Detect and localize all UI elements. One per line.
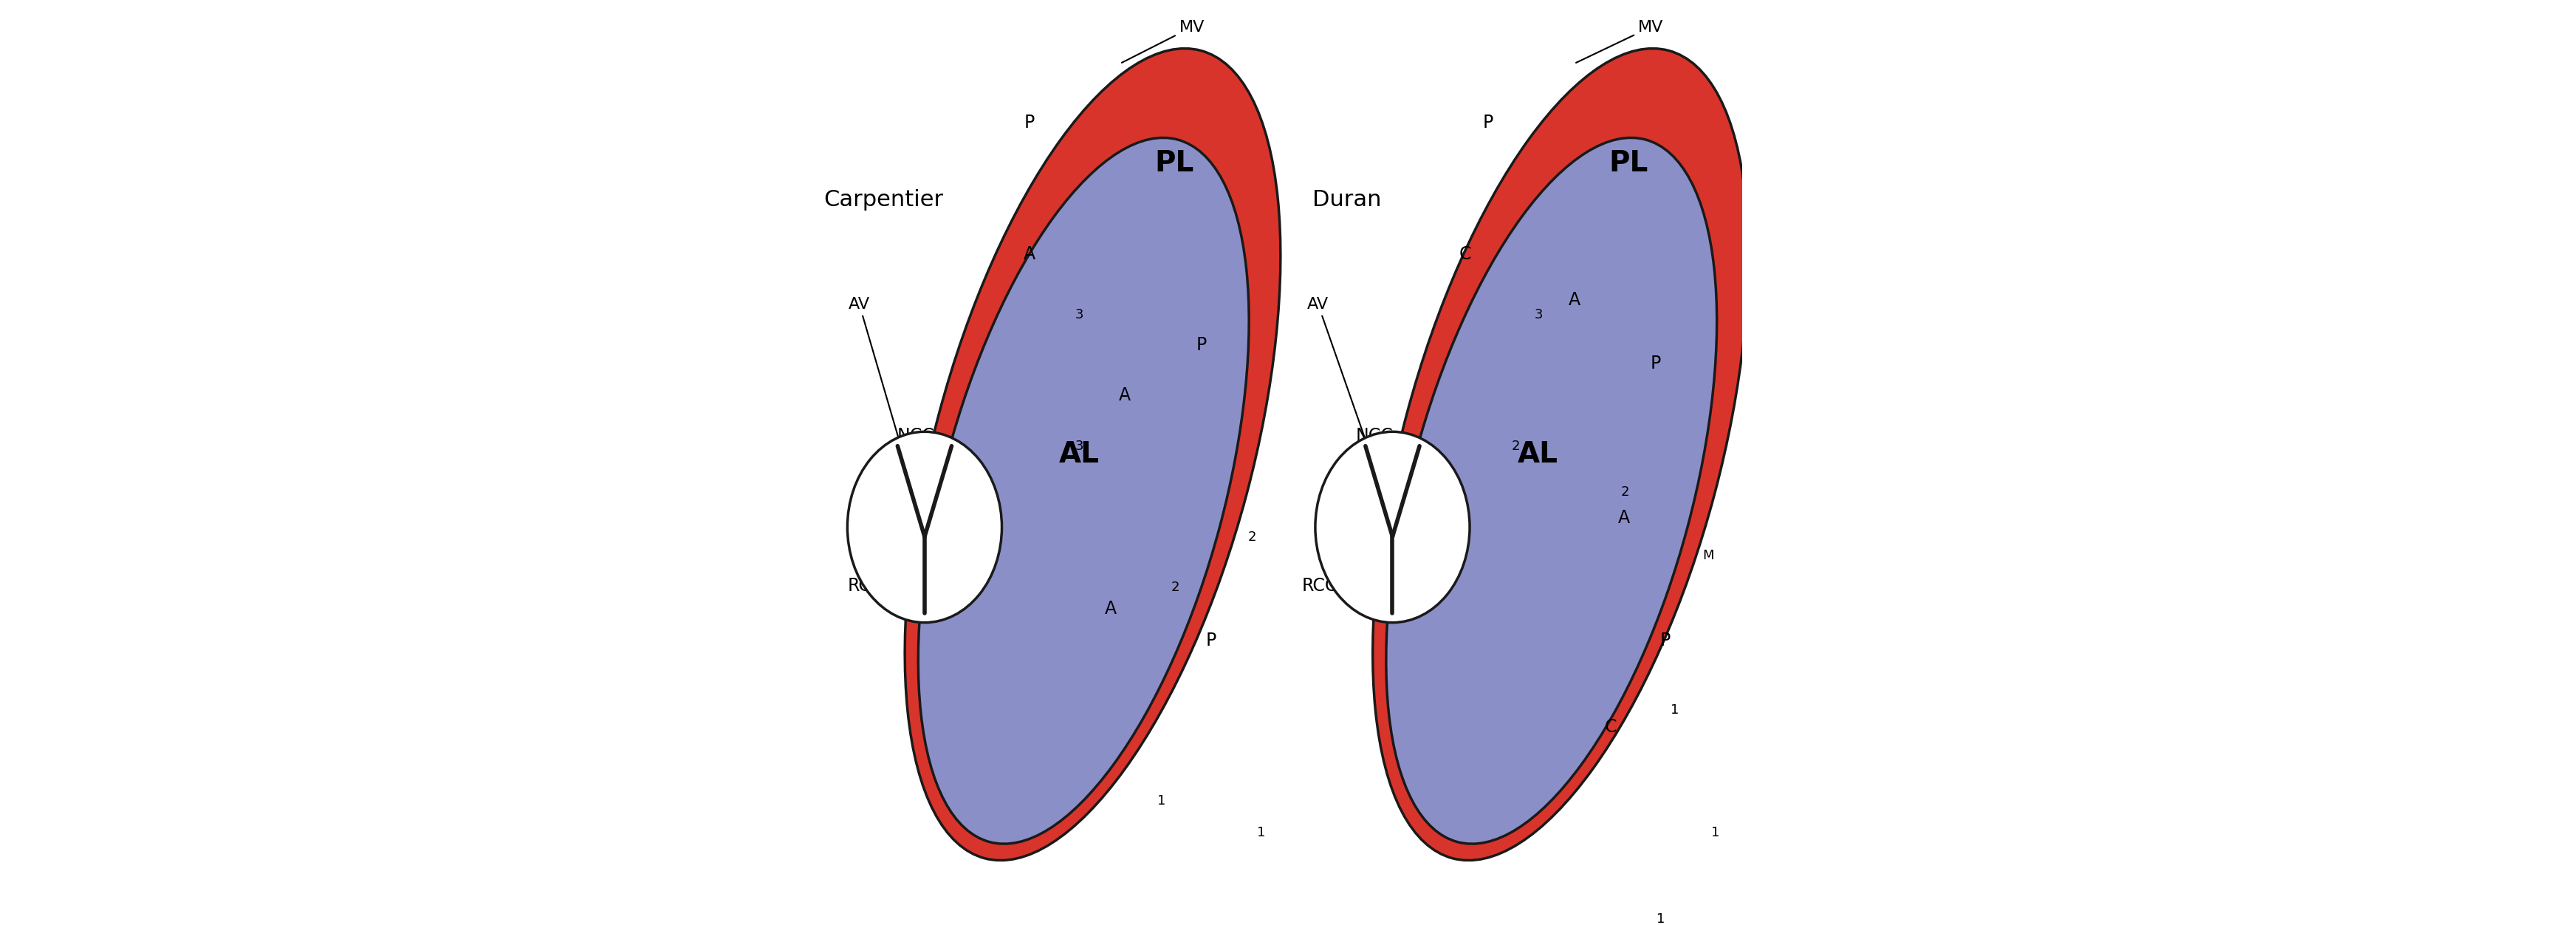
Text: 1: 1 (1710, 826, 1721, 840)
Text: 2: 2 (1512, 440, 1520, 453)
Text: 1: 1 (1669, 703, 1680, 717)
Text: C: C (1458, 246, 1471, 264)
Text: AL: AL (1517, 440, 1558, 468)
Text: MV: MV (1121, 19, 1206, 63)
Text: 3: 3 (1074, 308, 1084, 321)
Text: 1: 1 (1157, 795, 1164, 808)
Text: 3: 3 (1535, 308, 1543, 321)
Text: PL: PL (1154, 150, 1195, 178)
Text: 2: 2 (1247, 531, 1257, 544)
Text: A: A (1569, 291, 1579, 309)
Text: 2: 2 (1620, 486, 1628, 499)
Text: A: A (1118, 387, 1131, 404)
Text: C: C (1605, 718, 1618, 736)
Text: PL: PL (1610, 150, 1649, 178)
Text: Duran: Duran (1314, 190, 1381, 211)
Ellipse shape (1386, 138, 1716, 844)
Text: P: P (1206, 632, 1216, 649)
Text: NCC: NCC (1355, 427, 1394, 445)
Text: LCC: LCC (1394, 577, 1427, 595)
Text: P: P (1484, 114, 1494, 131)
Text: NCC: NCC (896, 427, 935, 445)
Ellipse shape (904, 48, 1280, 860)
Text: M: M (1703, 549, 1713, 562)
Ellipse shape (1373, 48, 1749, 860)
Text: A: A (1105, 600, 1118, 618)
Text: P: P (1023, 114, 1036, 131)
Text: RCC: RCC (1301, 577, 1337, 595)
Ellipse shape (1316, 432, 1471, 623)
Text: RCC: RCC (848, 577, 884, 595)
Text: P: P (1651, 354, 1662, 373)
Text: AL: AL (1059, 440, 1100, 468)
Text: A: A (1023, 246, 1036, 264)
Text: 3: 3 (1074, 440, 1084, 453)
Ellipse shape (848, 432, 1002, 623)
Text: 2: 2 (1172, 581, 1180, 594)
Text: 1: 1 (1257, 826, 1265, 840)
Text: 1: 1 (1656, 912, 1664, 925)
Text: MV: MV (1577, 19, 1664, 63)
Text: P: P (1195, 337, 1208, 354)
Text: Carpentier: Carpentier (824, 190, 943, 211)
Ellipse shape (917, 138, 1249, 844)
Text: AV: AV (1309, 297, 1373, 463)
Text: LCC: LCC (940, 577, 974, 595)
Text: A: A (1618, 509, 1631, 527)
Text: AV: AV (848, 297, 907, 463)
Text: P: P (1659, 632, 1669, 649)
